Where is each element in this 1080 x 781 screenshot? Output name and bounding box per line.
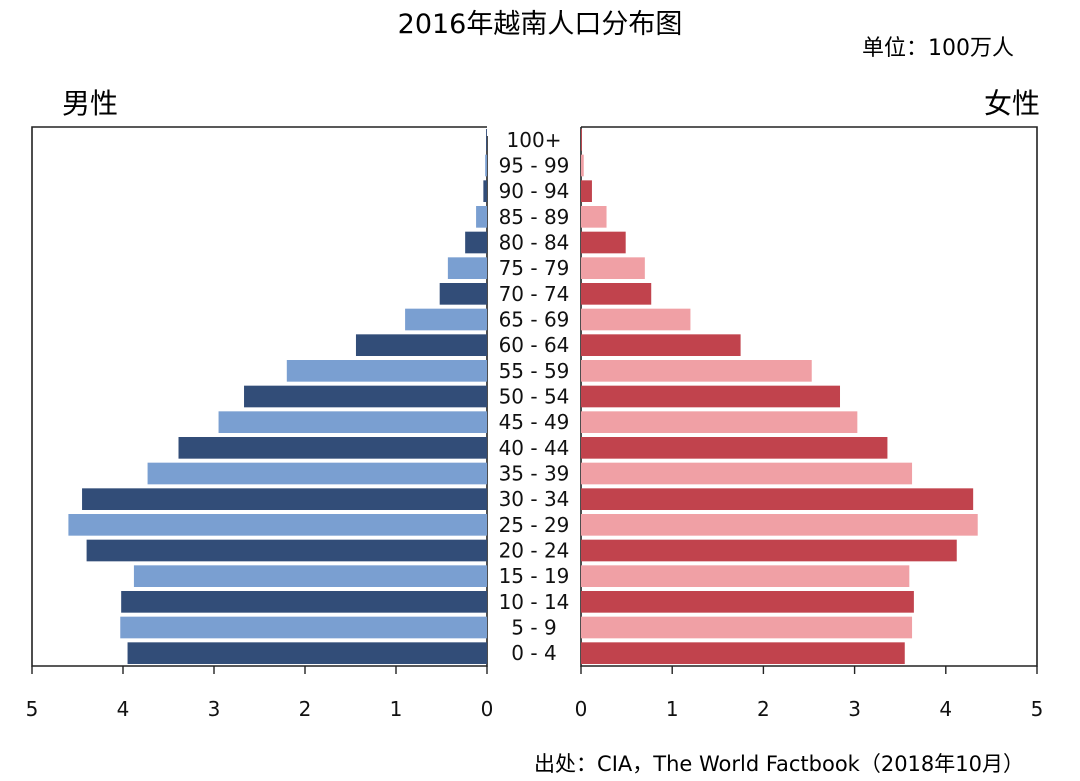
female-label: 女性 xyxy=(983,87,1040,120)
female-bar-1 xyxy=(581,154,584,177)
male-bar-4 xyxy=(465,231,487,254)
female-bar-18 xyxy=(581,591,914,613)
age-label-7: 65 - 69 xyxy=(499,308,570,332)
male-bars xyxy=(68,129,488,664)
female-bar-12 xyxy=(581,437,888,459)
male-bar-5 xyxy=(447,257,487,279)
unit-label: 单位：100万人 xyxy=(862,36,1014,61)
female-x-axis: 0 1 2 3 4 5 xyxy=(575,666,1044,721)
male-bar-6 xyxy=(439,283,487,305)
male-bar-13 xyxy=(147,462,487,485)
age-label-3: 85 - 89 xyxy=(499,205,570,229)
male-tick-label-4: 1 xyxy=(390,697,403,721)
male-bar-20 xyxy=(127,642,488,664)
female-bars xyxy=(581,129,978,664)
male-bar-9 xyxy=(286,360,487,382)
female-tick-label-3: 3 xyxy=(848,697,861,721)
age-label-1: 95 - 99 xyxy=(499,154,570,178)
male-bar-17 xyxy=(133,565,488,587)
female-bar-11 xyxy=(581,411,858,433)
age-label-0: 100+ xyxy=(507,128,562,152)
male-bar-12 xyxy=(178,437,487,459)
age-label-9: 55 - 59 xyxy=(499,359,570,383)
age-label-14: 30 - 34 xyxy=(499,487,570,511)
female-bar-0 xyxy=(581,129,582,151)
male-tick-label-5: 0 xyxy=(481,697,494,721)
age-label-13: 35 - 39 xyxy=(499,462,570,486)
male-bar-14 xyxy=(82,488,488,510)
male-bar-7 xyxy=(405,308,487,331)
female-bar-7 xyxy=(581,308,691,331)
female-bar-5 xyxy=(581,257,645,279)
female-bar-20 xyxy=(581,642,905,664)
age-label-17: 15 - 19 xyxy=(499,564,570,588)
male-tick-label-1: 4 xyxy=(117,697,130,721)
male-bar-3 xyxy=(476,206,487,228)
male-bar-8 xyxy=(355,334,487,356)
age-label-2: 90 - 94 xyxy=(499,179,570,203)
female-bar-9 xyxy=(581,360,812,382)
female-bar-4 xyxy=(581,231,626,254)
male-bar-1 xyxy=(485,154,487,177)
female-tick-label-1: 1 xyxy=(666,697,679,721)
male-bar-18 xyxy=(121,591,488,613)
age-label-6: 70 - 74 xyxy=(499,282,570,306)
chart-title: 2016年越南人口分布图 xyxy=(397,9,683,40)
female-bar-10 xyxy=(581,385,841,408)
female-bar-2 xyxy=(581,180,592,202)
female-bar-3 xyxy=(581,206,607,228)
age-label-5: 75 - 79 xyxy=(499,256,570,280)
male-bar-11 xyxy=(218,411,488,433)
male-bar-2 xyxy=(483,180,487,202)
female-bar-16 xyxy=(581,539,957,562)
age-label-19: 5 - 9 xyxy=(511,616,556,640)
female-bar-19 xyxy=(581,616,913,639)
age-label-8: 60 - 64 xyxy=(499,333,570,357)
source-note: 出处：CIA，The World Factbook（2018年10月） xyxy=(534,752,1024,776)
age-label-15: 25 - 29 xyxy=(499,513,570,537)
female-tick-label-0: 0 xyxy=(575,697,588,721)
age-label-20: 0 - 4 xyxy=(511,641,556,665)
age-label-18: 10 - 14 xyxy=(499,590,570,614)
male-bar-0 xyxy=(486,129,487,151)
age-label-10: 50 - 54 xyxy=(499,385,570,409)
male-bar-15 xyxy=(68,514,488,536)
male-bar-19 xyxy=(120,616,488,639)
male-x-axis: 5 4 3 2 1 0 xyxy=(26,666,494,721)
female-bar-17 xyxy=(581,565,910,587)
age-label-11: 45 - 49 xyxy=(499,410,570,434)
female-bar-13 xyxy=(581,462,913,485)
female-tick-label-4: 4 xyxy=(939,697,952,721)
female-bar-6 xyxy=(581,283,652,305)
male-tick-label-3: 2 xyxy=(299,697,312,721)
age-label-4: 80 - 84 xyxy=(499,231,570,255)
female-bar-8 xyxy=(581,334,741,356)
male-label: 男性 xyxy=(62,87,119,120)
female-tick-label-2: 2 xyxy=(757,697,770,721)
male-tick-label-0: 5 xyxy=(26,697,39,721)
age-label-16: 20 - 24 xyxy=(499,539,570,563)
age-label-12: 40 - 44 xyxy=(499,436,570,460)
female-bar-15 xyxy=(581,514,978,536)
female-bar-14 xyxy=(581,488,974,510)
male-bar-10 xyxy=(244,385,487,408)
female-tick-label-5: 5 xyxy=(1031,697,1044,721)
male-tick-label-2: 3 xyxy=(208,697,221,721)
male-bar-16 xyxy=(86,539,487,562)
